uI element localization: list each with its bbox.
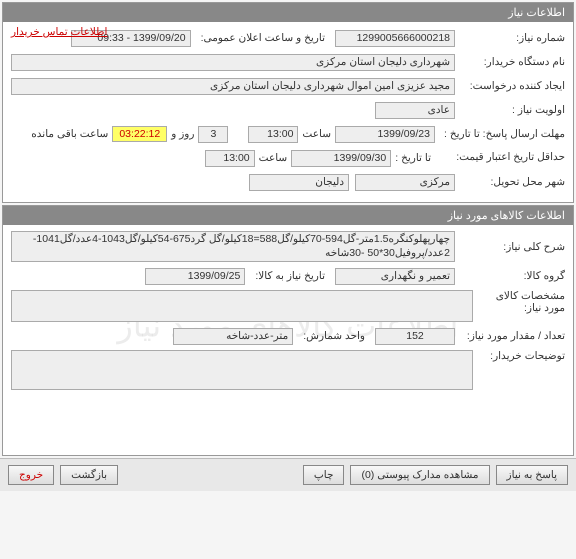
print-button[interactable]: چاپ xyxy=(303,465,345,485)
deadline-date-field: 1399/09/23 xyxy=(335,126,435,143)
spec-label: مشخصات کالای مورد نیاز: xyxy=(473,290,565,314)
buyer-notes-label: توضیحات خریدار: xyxy=(473,350,565,362)
priority-label: اولویت نیاز : xyxy=(455,104,565,116)
reply-button[interactable]: پاسخ به نیاز xyxy=(496,465,568,485)
niaz-no-label: شماره نیاز: xyxy=(455,32,565,44)
needdate-field: 1399/09/25 xyxy=(145,268,245,285)
credit-sublabel: تا تاریخ : xyxy=(391,152,435,164)
unit-label: واحد شمارش: xyxy=(299,330,369,342)
credit-date-field: 1399/09/30 xyxy=(291,150,391,167)
exit-button[interactable]: خروج xyxy=(8,465,54,485)
org-field: شهرداری دلیجان استان مرکزی xyxy=(11,54,455,71)
qty-label: تعداد / مقدار مورد نیاز: xyxy=(455,330,565,342)
days-label: روز و xyxy=(167,128,198,140)
back-button[interactable]: بازگشت xyxy=(60,465,118,485)
deliver-city-label: شهر محل تحویل: xyxy=(455,176,565,188)
buyer-contact-link[interactable]: اطلاعات تماس خریدار xyxy=(11,26,107,38)
action-bar: پاسخ به نیاز مشاهده مدارک پیوستی (0) چاپ… xyxy=(0,458,576,491)
group-field: تعمیر و نگهداری xyxy=(335,268,455,285)
time-label-2: ساعت xyxy=(255,152,292,164)
credit-time-field: 13:00 xyxy=(205,150,255,167)
spec-field xyxy=(11,290,473,322)
attachments-button[interactable]: مشاهده مدارک پیوستی (0) xyxy=(350,465,489,485)
countdown-label: ساعت باقی مانده xyxy=(27,128,112,140)
need-info-header: اطلاعات نیاز xyxy=(3,3,573,22)
niaz-no-field: 1299005666000218 xyxy=(335,30,455,47)
announce-label: تاریخ و ساعت اعلان عمومی: xyxy=(197,32,329,44)
needdate-label: تاریخ نیاز به کالا: xyxy=(251,270,329,282)
priority-field: عادی xyxy=(375,102,455,119)
time-label-1: ساعت xyxy=(298,128,335,140)
goods-info-header: اطلاعات کالاهای مورد نیاز xyxy=(3,206,573,225)
deliver-city-field: دلیجان xyxy=(249,174,349,191)
org-label: نام دستگاه خریدار: xyxy=(455,56,565,68)
deadline-label: مهلت ارسال پاسخ: تا تاریخ : xyxy=(435,128,565,140)
qty-field: 152 xyxy=(375,328,455,345)
deadline-time-field: 13:00 xyxy=(248,126,298,143)
credit-label: حداقل تاریخ اعتبار قیمت: xyxy=(435,152,565,164)
group-label: گروه کالا: xyxy=(455,270,565,282)
desc-label: شرح کلی نیاز: xyxy=(455,241,565,253)
creator-label: ایجاد کننده درخواست: xyxy=(455,80,565,92)
unit-field: متر-عدد-شاخه xyxy=(173,328,293,345)
deliver-province-field: مرکزی xyxy=(355,174,455,191)
days-remaining-field: 3 xyxy=(198,126,228,143)
need-info-panel: اطلاعات نیاز اطلاعات تماس خریدار شماره ن… xyxy=(2,2,574,203)
creator-field: مجید عزیزی امین اموال شهرداری دلیجان است… xyxy=(11,78,455,95)
goods-info-panel: اطلاعات کالاهای مورد نیاز اطلاعات کالاها… xyxy=(2,205,574,456)
buyer-notes-field xyxy=(11,350,473,390)
countdown-timer: 03:22:12 xyxy=(112,126,167,142)
desc-field: چهارپهلوکنگره1.5متر-گل594-70کیلو/گل588=1… xyxy=(11,231,455,262)
